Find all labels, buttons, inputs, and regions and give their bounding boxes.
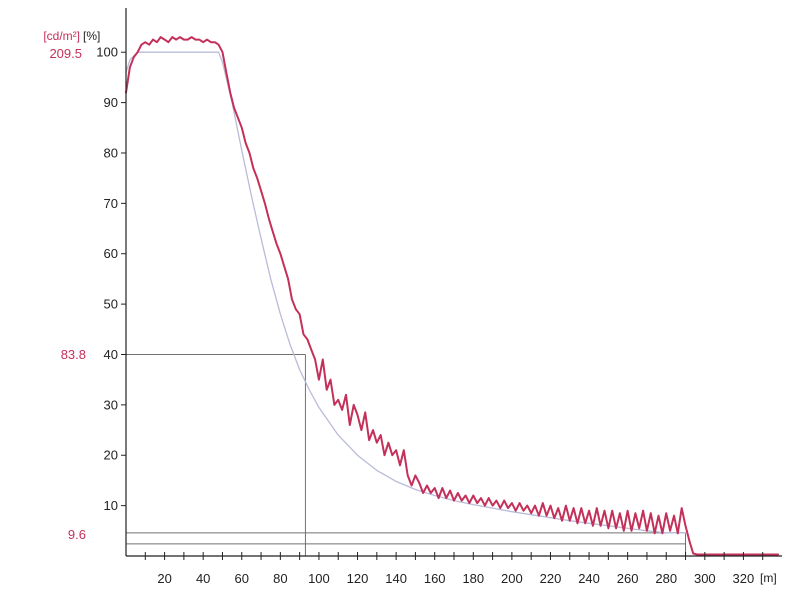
x-tick-label: 80 — [273, 571, 287, 586]
x-tick-label: 160 — [424, 571, 446, 586]
y-tick-label: 100 — [96, 45, 118, 60]
required-luminance-line — [125, 51, 687, 534]
luminance-label: 209.5 — [49, 46, 82, 61]
y-tick-label: 10 — [104, 498, 118, 513]
y-unit-label-percent: [%] — [83, 29, 100, 43]
x-tick-label: 260 — [617, 571, 639, 586]
x-tick-label: 140 — [385, 571, 407, 586]
y-tick-label: 50 — [104, 297, 118, 312]
x-tick-label: 180 — [462, 571, 484, 586]
x-tick-label: 200 — [501, 571, 523, 586]
axis-labels: [cd/m²] [%] [m] 209.5 83.8 9.6 — [43, 29, 776, 585]
x-tick-label: 240 — [578, 571, 600, 586]
x-tick-label: 100 — [308, 571, 330, 586]
x-tick-label: 40 — [196, 571, 210, 586]
x-axis-label: [m] — [760, 571, 777, 585]
reference-lines — [126, 353, 687, 556]
y-tick-label: 60 — [104, 246, 118, 261]
y-tick-label: 90 — [104, 95, 118, 110]
luminance-label: 83.8 — [61, 347, 86, 362]
luminance-label: 9.6 — [68, 527, 86, 542]
y-unit-label-luminance: [cd/m²] — [43, 29, 80, 43]
x-tick-label: 300 — [694, 571, 716, 586]
y-tick-label: 20 — [104, 448, 118, 463]
y-tick-label: 70 — [104, 196, 118, 211]
x-tick-label: 280 — [655, 571, 677, 586]
x-tick-label: 60 — [235, 571, 249, 586]
measured-luminance-line — [125, 36, 780, 556]
series-group — [125, 36, 780, 556]
y-tick-label: 40 — [104, 347, 118, 362]
x-tick-label: 20 — [157, 571, 171, 586]
y-tick-label: 30 — [104, 397, 118, 412]
x-tick-label: 220 — [540, 571, 562, 586]
axes: 10 20 30 40 50 60 70 80 90 100 20 40 60 80 100 120 140 16… — [96, 8, 782, 586]
x-tick-label: 120 — [347, 571, 369, 586]
x-tick-label: 320 — [733, 571, 755, 586]
y-tick-label: 80 — [104, 145, 118, 160]
